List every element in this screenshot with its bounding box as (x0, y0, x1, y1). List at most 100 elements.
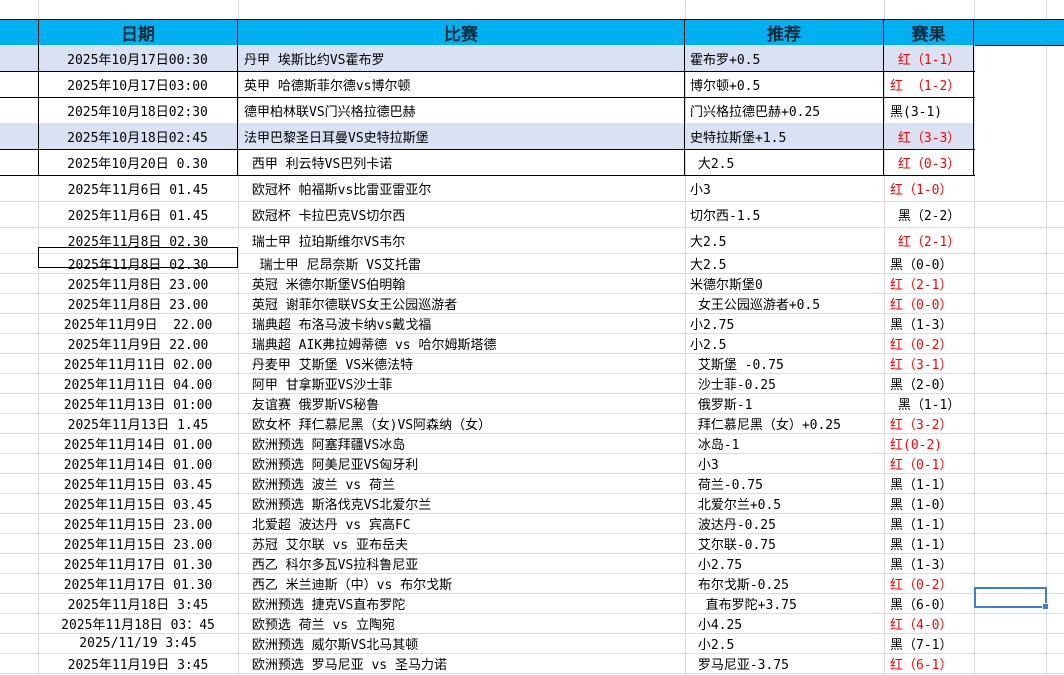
pick-cell[interactable]: 沙士菲-0.25 (690, 377, 776, 393)
pick-cell[interactable]: 米德尔斯堡0 (690, 277, 763, 293)
fill-handle[interactable] (1042, 603, 1049, 610)
result-cell[interactable]: 红（2-1） (890, 277, 953, 293)
result-cell[interactable]: 红（6-1） (890, 657, 953, 673)
match-cell[interactable]: 西乙 米兰迪斯（中）vs 布尔戈斯 (244, 577, 453, 593)
header-match[interactable]: 比赛 (238, 20, 685, 45)
date-cell[interactable]: 2025年11月17日 01.30 (63, 577, 213, 593)
pick-cell[interactable]: 直布罗陀+3.75 (690, 597, 797, 613)
pick-cell[interactable]: 小2.75 (690, 557, 743, 573)
date-cell[interactable]: 2025年11月19日 3:45 (67, 657, 209, 673)
result-cell[interactable]: 红（0-2） (890, 337, 953, 353)
match-cell[interactable]: 阿甲 甘拿斯亚VS沙士菲 (244, 377, 393, 393)
date-cell[interactable]: 2025年11月8日 23.00 (67, 297, 209, 313)
match-cell[interactable]: 英冠 谢菲尔德联VS女王公园巡游者 (244, 297, 458, 313)
match-cell[interactable]: 法甲巴黎圣日耳曼VS史特拉斯堡 (238, 123, 685, 149)
pick-cell[interactable]: 波达丹-0.25 (690, 517, 776, 533)
date-cell[interactable]: 2025年11月14日 01.00 (63, 437, 213, 453)
date-cell[interactable]: 2025年11月13日 1.45 (67, 417, 209, 433)
match-cell[interactable]: 欧洲预选 阿美尼亚VS匈牙利 (244, 457, 419, 473)
match-cell[interactable]: 欧冠杯 帕福斯vs比雷亚雷亚尔 (244, 182, 432, 198)
pick-cell[interactable]: 大2.5 (690, 234, 727, 250)
result-cell[interactable]: 红（0-3） (884, 149, 974, 175)
date-cell[interactable]: 2025年11月15日 23.00 (63, 517, 213, 533)
pick-cell[interactable]: 艾斯堡 -0.75 (690, 357, 784, 373)
match-cell[interactable]: 德甲柏林联VS门兴格拉德巴赫 (238, 97, 685, 123)
date-cell[interactable]: 2025年11月9日 22.00 (67, 337, 209, 353)
date-cell[interactable]: 2025年11月8日 23.00 (67, 277, 209, 293)
pick-cell[interactable]: 冰岛-1 (690, 437, 740, 453)
result-cell[interactable]: 黑（1-0） (890, 497, 953, 513)
pick-cell[interactable]: 博尔顿+0.5 (685, 71, 884, 97)
match-cell[interactable]: 欧洲预选 威尔斯VS北马其顿 (244, 637, 419, 653)
match-cell[interactable]: 西乙 科尔多瓦VS拉科鲁尼亚 (244, 557, 419, 573)
result-cell[interactable]: 黑（6-0） (890, 597, 953, 613)
result-cell[interactable]: 红（0-2） (890, 577, 953, 593)
date-cell[interactable]: 2025年10月18日02:30 (38, 97, 238, 123)
pick-cell[interactable]: 小2.5 (690, 337, 727, 353)
date-cell[interactable]: 2025年11月11日 04.00 (63, 377, 213, 393)
result-cell[interactable]: 黑（0-0） (890, 257, 953, 273)
result-cell[interactable]: 红（0-1） (890, 457, 953, 473)
pick-cell[interactable]: 北爱尔兰+0.5 (690, 497, 782, 513)
pick-cell[interactable]: 女王公园巡游者+0.5 (690, 297, 821, 313)
result-cell[interactable]: 红(0-2) (890, 437, 943, 453)
date-cell[interactable]: 2025年11月15日 03.45 (63, 497, 213, 513)
pick-cell[interactable]: 霍布罗+0.5 (685, 45, 884, 71)
result-cell[interactable]: 红（1-0） (890, 182, 953, 198)
result-cell[interactable]: 黑（1-1） (890, 397, 961, 413)
header-pick[interactable]: 推荐 (685, 20, 884, 45)
result-cell[interactable]: 黑（2-0） (890, 377, 953, 393)
pick-cell[interactable]: 俄罗斯-1 (690, 397, 753, 413)
result-cell[interactable]: 红（0-0） (890, 297, 953, 313)
date-cell[interactable]: 2025年11月17日 01.30 (63, 557, 213, 573)
match-cell[interactable]: 欧洲预选 捷克VS直布罗陀 (244, 597, 406, 613)
pick-cell[interactable]: 小3 (690, 457, 719, 473)
match-cell[interactable]: 瑞士甲 尼昂奈斯 VS艾托雷 (244, 257, 421, 273)
match-cell[interactable]: 瑞典超 布洛马波卡纳vs戴戈福 (244, 317, 432, 333)
pick-cell[interactable]: 小4.25 (690, 617, 743, 633)
pick-cell[interactable]: 拜仁慕尼黑（女）+0.25 (690, 417, 841, 433)
result-cell[interactable]: 黑（2-2） (890, 208, 961, 224)
match-cell[interactable]: 瑞士甲 拉珀斯维尔VS韦尔 (244, 234, 406, 250)
match-cell[interactable]: 欧洲预选 罗马尼亚 vs 圣马力诺 (244, 657, 447, 673)
match-cell[interactable]: 丹甲 埃斯比约VS霍布罗 (238, 45, 685, 71)
date-cell[interactable]: 2025年11月13日 01:00 (63, 397, 213, 413)
result-cell[interactable]: 红（2-1） (890, 234, 961, 250)
pick-cell[interactable]: 布尔戈斯-0.25 (690, 577, 789, 593)
date-cell[interactable]: 2025年11月15日 03.45 (63, 477, 213, 493)
date-cell[interactable]: 2025年10月20日 0.30 (38, 149, 238, 175)
match-cell[interactable]: 欧冠杯 卡拉巴克VS切尔西 (244, 208, 406, 224)
match-cell[interactable]: 英冠 米德尔斯堡VS伯明翰 (244, 277, 406, 293)
date-cell[interactable]: 2025年10月17日00:30 (38, 45, 238, 71)
date-cell[interactable]: 2025年10月18日02:45 (38, 123, 238, 149)
match-cell[interactable]: 北爱超 波达丹 vs 宾高FC (244, 517, 411, 533)
date-cell[interactable]: 2025年11月14日 01.00 (63, 457, 213, 473)
result-cell[interactable]: 黑(3-1) (884, 97, 974, 123)
date-cell[interactable]: 2025/11/19 3:45 (79, 635, 197, 651)
match-cell[interactable]: 欧洲预选 阿塞拜疆VS冰岛 (244, 437, 406, 453)
date-cell[interactable]: 2025年11月8日 02.30 (67, 257, 209, 273)
date-cell[interactable]: 2025年11月6日 01.45 (67, 208, 209, 224)
pick-cell[interactable]: 小3 (690, 182, 711, 198)
result-cell[interactable]: 黑（1-3） (890, 557, 953, 573)
result-cell[interactable]: 黑（1-1） (890, 517, 953, 533)
date-cell[interactable]: 2025年11月18日 3:45 (67, 597, 209, 613)
result-cell[interactable]: 红（3-2） (890, 417, 953, 433)
date-cell[interactable]: 2025年11月9日 22.00 (63, 317, 213, 333)
date-cell[interactable]: 2025年11月8日 02.30 (67, 234, 209, 250)
match-cell[interactable]: 丹麦甲 艾斯堡 VS米德法特 (244, 357, 414, 373)
header-result[interactable]: 赛果 (884, 20, 974, 45)
date-cell[interactable]: 2025年11月6日 01.45 (67, 182, 209, 198)
match-cell[interactable]: 苏冠 艾尔联 vs 亚布岳夫 (244, 537, 408, 553)
match-cell[interactable]: 欧洲预选 斯洛伐克VS北爱尔兰 (244, 497, 432, 513)
pick-cell[interactable]: 大2.5 (690, 257, 727, 273)
header-date[interactable]: 日期 (38, 20, 238, 45)
pick-cell[interactable]: 艾尔联-0.75 (690, 537, 776, 553)
match-cell[interactable]: 英甲 哈德斯菲尔德vs博尔顿 (238, 71, 685, 97)
date-cell[interactable]: 2025年11月11日 02.00 (63, 357, 213, 373)
pick-cell[interactable]: 门兴格拉德巴赫+0.25 (685, 97, 884, 123)
date-cell[interactable]: 2025年11月18日 03：45 (61, 617, 215, 633)
match-cell[interactable]: 欧女杯 拜仁慕尼黑（女)VS阿森纳（女） (244, 417, 492, 433)
pick-cell[interactable]: 荷兰-0.75 (690, 477, 763, 493)
match-cell[interactable]: 欧洲预选 波兰 vs 荷兰 (244, 477, 395, 493)
